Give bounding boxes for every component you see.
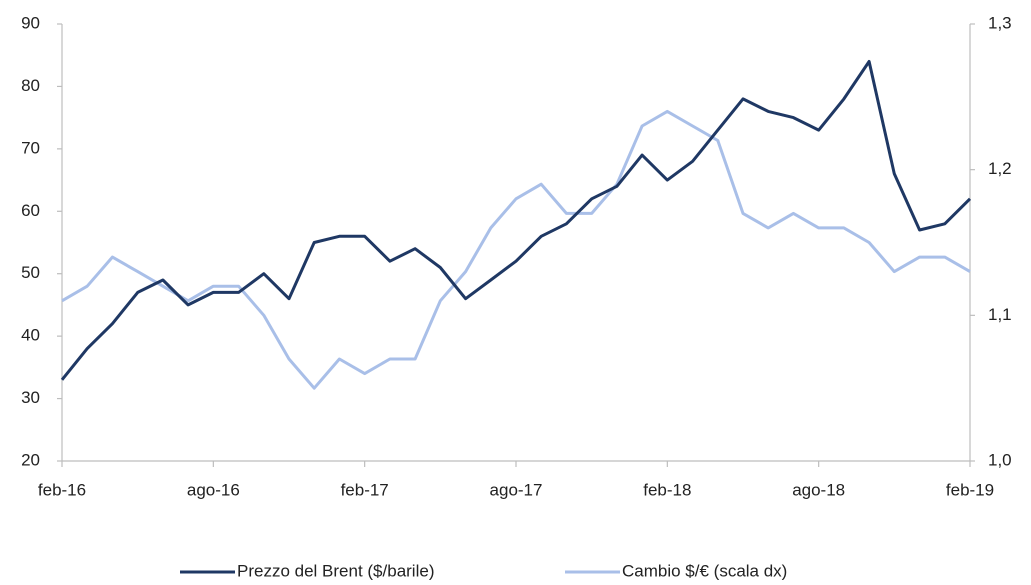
x-tick-label: ago-16 [187, 480, 240, 499]
y-tick-label: 20 [21, 450, 40, 469]
y-tick-label: 80 [21, 76, 40, 95]
x-tick-label: feb-19 [946, 480, 994, 499]
series-line [61, 109, 971, 390]
x-tick-label: ago-18 [792, 480, 845, 499]
y2-tick-label: 1,1 [988, 305, 1012, 324]
x-tick-label: feb-18 [643, 480, 691, 499]
y-tick-label: 60 [21, 201, 40, 220]
y2-tick-label: 1,2 [988, 159, 1012, 178]
legend-label: Prezzo del Brent ($/barile) [237, 561, 434, 580]
x-tick-label: feb-16 [38, 480, 86, 499]
y-tick-label: 40 [21, 326, 40, 345]
legend-label: Cambio $/€ (scala dx) [622, 561, 787, 580]
y-tick-label: 50 [21, 263, 40, 282]
x-tick-label: ago-17 [490, 480, 543, 499]
y2-tick-label: 1,0 [988, 450, 1012, 469]
y-tick-label: 90 [21, 13, 40, 32]
y-tick-label: 30 [21, 388, 40, 407]
x-tick-label: feb-17 [341, 480, 389, 499]
y2-tick-label: 1,3 [988, 13, 1012, 32]
y-tick-label: 70 [21, 138, 40, 157]
series-line [60, 60, 972, 381]
